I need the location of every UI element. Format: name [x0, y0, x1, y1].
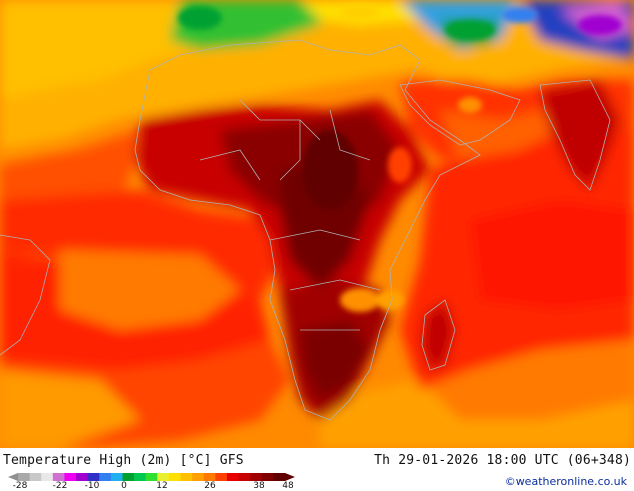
- colorbar-swatch: [145, 473, 158, 481]
- colorbar-swatch: [122, 473, 135, 481]
- colorbar: [8, 473, 295, 481]
- coastlines: [0, 39, 611, 421]
- colorbar-tick-label: 12: [156, 481, 168, 491]
- colorbar-swatch: [238, 473, 251, 481]
- colorbar-swatch: [76, 473, 89, 481]
- colorbar-swatch: [52, 473, 65, 481]
- colorbar-swatch: [157, 473, 170, 481]
- colorbar-arrow-left: [8, 473, 18, 481]
- colorbar-swatch: [134, 473, 147, 481]
- colorbar-swatch: [180, 473, 193, 481]
- colorbar-tick-label: -10: [84, 481, 100, 491]
- colorbar-swatch: [18, 473, 31, 481]
- colorbar-tick-label: 26: [204, 481, 216, 491]
- colorbar-arrow-right: [285, 473, 295, 481]
- colorbar-swatch: [110, 473, 123, 481]
- colorbar-swatch: [29, 473, 42, 481]
- colorbar-swatch: [64, 473, 77, 481]
- colorbar-swatch: [273, 473, 286, 481]
- colorbar-swatch: [215, 473, 228, 481]
- map-footer: Temperature High (2m) [°C] GFS Th 29-01-…: [0, 448, 634, 491]
- colorbar-swatch: [261, 473, 274, 481]
- colorbar-tick-label: -22: [52, 481, 68, 491]
- temperature-map-canvas: [0, 0, 634, 448]
- colorbar-swatch: [226, 473, 240, 481]
- credit-link[interactable]: ©weatheronline.co.uk: [504, 475, 627, 488]
- map-title: Temperature High (2m) [°C] GFS: [3, 453, 244, 468]
- colorbar-tick-label: 0: [121, 481, 127, 491]
- colorbar-swatch: [250, 473, 263, 481]
- temperature-field: [0, 0, 634, 448]
- colorbar-tick-label: 38: [253, 481, 265, 491]
- colorbar-tick-label: 48: [282, 481, 294, 491]
- temperature-map: [0, 0, 634, 448]
- colorbar-swatch: [168, 473, 182, 481]
- temperature-hotspots: [178, 4, 622, 312]
- colorbar-tick-label: -28: [12, 481, 28, 491]
- valid-time: Th 29-01-2026 18:00 UTC (06+348): [374, 453, 631, 468]
- colorbar-swatch: [87, 473, 100, 481]
- colorbar-swatch: [41, 473, 54, 481]
- colorbar-swatch: [99, 473, 112, 481]
- colorbar-swatch: [203, 473, 216, 481]
- colorbar-swatch: [192, 473, 205, 481]
